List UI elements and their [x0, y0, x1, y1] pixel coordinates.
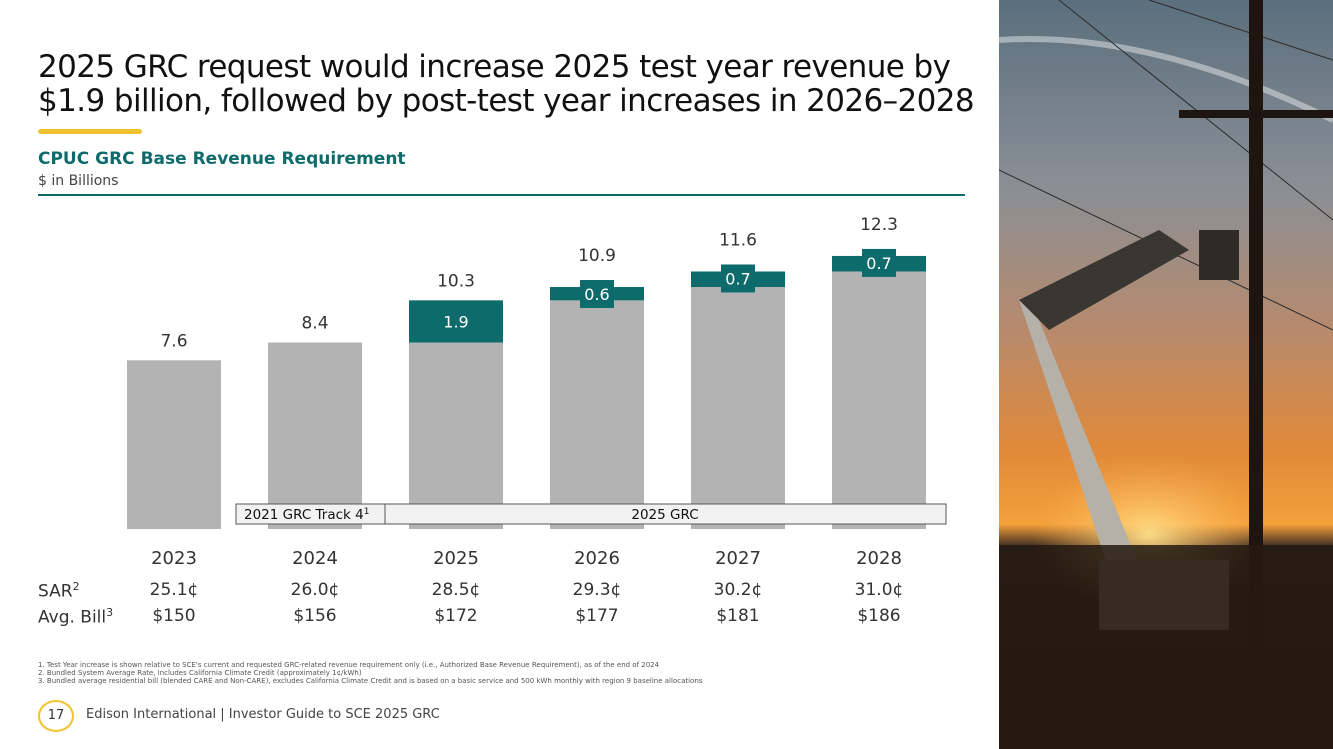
contrail [999, 36, 1333, 123]
year-label: 2028 [856, 548, 902, 569]
footnote-2: 2. Bundled System Average Rate, includes… [38, 669, 362, 678]
revenue-chart: 7.6 2023 8.4 2024 1.9 10.3 2025 0.6 10.9 2026 0.7 1… [127, 215, 947, 569]
bracket-label: 2025 GRC [631, 507, 698, 523]
chart-subtitle: CPUC GRC Base Revenue Requirement [38, 149, 406, 169]
footnote-3: 3. Bundled average residential bill (ble… [38, 677, 703, 686]
bar-increase [409, 300, 503, 343]
power-line [1148, 0, 1333, 61]
increase-label: 1.9 [443, 312, 468, 331]
increase-label-box [862, 248, 896, 277]
title-accent-bar [38, 129, 142, 134]
lineman-sunset-photo [999, 0, 1333, 749]
bill-value: $156 [293, 606, 337, 626]
increase-label-box [580, 280, 614, 309]
chart-units: $ in Billions [38, 173, 119, 189]
title-line-1: 2025 GRC request would increase 2025 tes… [38, 49, 951, 85]
boom-arm [1019, 230, 1189, 330]
bill-value: $172 [434, 606, 478, 626]
year-label: 2026 [574, 548, 620, 569]
bill-value: $181 [716, 606, 760, 626]
year-label: 2023 [151, 548, 197, 569]
increase-label-box [721, 264, 755, 293]
sar-value: 25.1¢ [149, 580, 199, 600]
page-number: 17 [38, 700, 74, 732]
boom-lower [1019, 300, 1149, 600]
footer-text: Edison International | Investor Guide to… [86, 707, 440, 722]
bar-base [832, 271, 926, 529]
bracket-box [384, 503, 947, 525]
bill-row-label: Avg. Bill3 [38, 606, 113, 628]
bar-base [550, 300, 644, 529]
bill-value: $150 [152, 606, 196, 626]
sar-value: 28.5¢ [431, 580, 481, 600]
increase-label: 0.6 [584, 285, 609, 304]
bill-value: $177 [575, 606, 619, 626]
sar-value: 29.3¢ [572, 580, 622, 600]
total-label: 8.4 [301, 314, 328, 334]
bar-base [127, 360, 221, 529]
increase-label: 0.7 [725, 269, 750, 288]
bucket [1199, 230, 1239, 280]
divider-rule [38, 194, 965, 196]
sar-row-label: SAR2 [38, 580, 80, 602]
total-label: 10.9 [578, 246, 616, 266]
ground [999, 545, 1333, 749]
sar-value: 31.0¢ [854, 580, 904, 600]
bracket-label: 2021 GRC Track 41 [244, 507, 369, 523]
total-label: 7.6 [160, 331, 187, 351]
year-label: 2027 [715, 548, 761, 569]
bill-value: $186 [857, 606, 901, 626]
total-label: 12.3 [860, 215, 898, 235]
footnote-1: 1. Test Year increase is shown relative … [38, 661, 660, 669]
year-label: 2024 [292, 548, 338, 569]
increase-label: 0.7 [866, 254, 891, 273]
sar-value: 30.2¢ [713, 580, 763, 600]
sar-label-text: SAR [38, 581, 73, 602]
bar-base [691, 287, 785, 529]
crossarm [1179, 110, 1333, 118]
bar-base [268, 342, 362, 529]
utility-pole-image [999, 0, 1333, 749]
sar-value: 26.0¢ [290, 580, 340, 600]
year-label: 2025 [433, 548, 479, 569]
slide-title: 2025 GRC request would increase 2025 tes… [38, 50, 978, 118]
title-line-2: $1.9 billion, followed by post-test year… [38, 83, 975, 119]
bar-base [409, 342, 503, 529]
total-label: 11.6 [719, 230, 757, 250]
total-label: 10.3 [437, 271, 475, 291]
sar-footnote-ref: 2 [72, 580, 80, 593]
footnotes: 1. Test Year increase is shown relative … [38, 661, 702, 686]
bill-footnote-ref: 3 [106, 606, 114, 619]
bill-label-text: Avg. Bill [38, 607, 107, 628]
bracket-footnote-ref: 1 [364, 507, 370, 517]
